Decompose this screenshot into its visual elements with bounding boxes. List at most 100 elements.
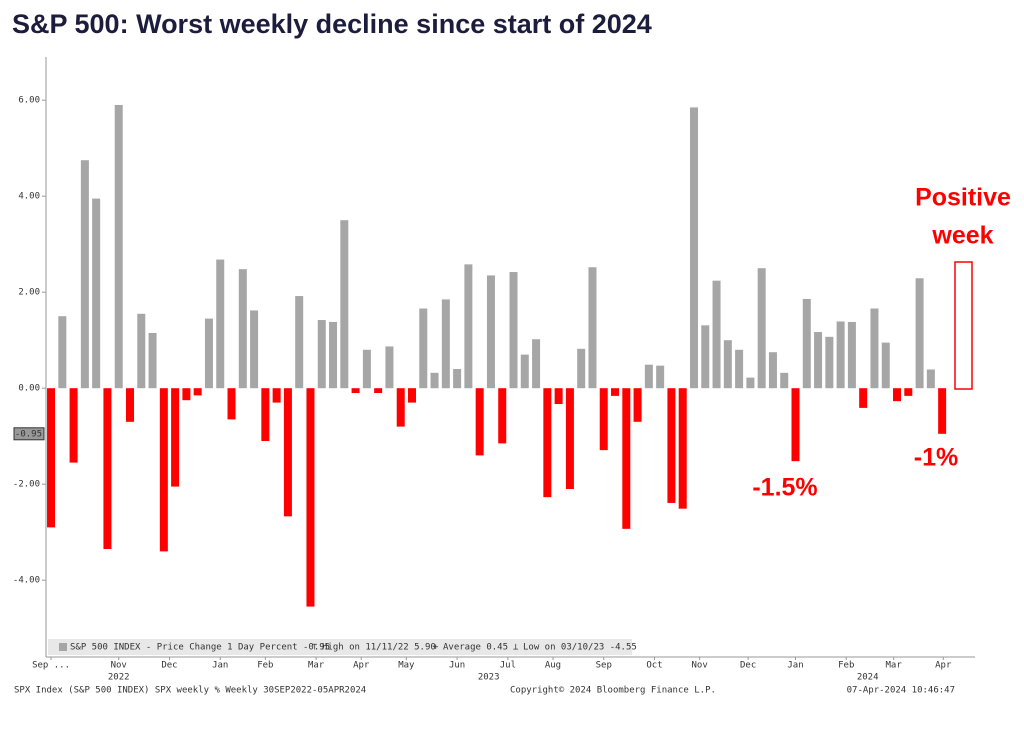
x-tick-label: Nov [111,661,127,671]
x-tick-label: Jul [500,661,516,671]
bar [915,278,924,389]
bar [791,388,800,462]
bar [498,388,507,444]
annotation: -1.5% [752,474,817,502]
x-tick-label: Nov [691,661,707,671]
x-tick-label: Jan [787,661,803,671]
bar [58,316,67,389]
bar [250,310,259,389]
bar [520,354,529,389]
bar [543,388,552,498]
bar [283,388,292,517]
bar [622,388,631,529]
bar [656,365,665,389]
bar [171,388,180,487]
last-value-label: -0.95 [15,429,42,439]
bar [577,348,586,389]
bar [926,369,935,389]
bar [47,388,56,528]
bar [938,388,947,434]
year-label: 2022 [108,673,130,683]
bar [599,388,608,451]
legend-symbol: + [433,643,439,653]
x-tick-label: Jan [212,661,228,671]
legend-entry: High on 11/11/22 5.90 [322,643,436,653]
bar [103,388,112,549]
legend-entry: S&P 500 INDEX - Price Change 1 Day Perce… [70,643,330,653]
last-value-box [13,427,45,441]
bar [768,352,777,389]
bar [893,388,902,402]
bar [204,318,213,389]
y-tick-label: -2.00 [13,480,40,490]
legend-entry: Low on 03/10/23 -4.55 [523,643,637,653]
bar [295,296,304,389]
x-tick-label: Apr [935,661,952,671]
bar [554,388,563,405]
bar [69,388,78,463]
bar [182,388,191,401]
bar [137,313,146,389]
annotation: Positive [915,184,1011,212]
bar [532,339,541,389]
year-label: 2023 [478,673,500,683]
bar [689,107,698,389]
bar [261,388,270,441]
bar [667,388,676,503]
bar [814,332,823,389]
bar [317,320,326,389]
bar [148,333,157,389]
bar [904,388,913,396]
bar [216,259,225,389]
bar [238,269,247,389]
x-tick-label: Feb [838,661,854,671]
bar [735,349,744,389]
bar [565,388,574,489]
bar [644,364,653,389]
bar [114,105,123,389]
bar [486,275,495,389]
x-tick-label: Dec [161,661,177,671]
bar [351,388,360,393]
bar [509,272,518,389]
bar [362,349,371,389]
x-tick-label: Mar [308,661,325,671]
bar [746,377,755,389]
bar [227,388,236,420]
bar [475,388,484,456]
footer: 07-Apr-2024 10:46:47 [847,686,955,696]
bar [272,388,281,403]
bar [859,388,868,408]
legend-entry: Average 0.45 [443,643,508,653]
y-tick-label: 6.00 [18,96,40,106]
bar [159,388,168,552]
legend-symbol: ⊥ [513,643,519,653]
y-tick-label: -4.00 [13,576,40,586]
bar [125,388,134,422]
bar [633,388,642,422]
bar [306,388,315,607]
x-tick-label: Jun [449,661,465,671]
x-tick-label: Apr [353,661,370,671]
bar [712,280,721,389]
bar [701,325,710,389]
bar [329,321,338,389]
bar [193,388,202,396]
y-tick-label: 4.00 [18,192,40,202]
bar [441,299,450,389]
bar [825,336,834,389]
bar [464,264,473,389]
bar [678,388,687,509]
bar [847,321,856,389]
bar [374,388,383,393]
bar [453,369,462,389]
x-tick-label: Feb [257,661,273,671]
x-tick-label: Mar [886,661,903,671]
legend-symbol: ⊤ [312,643,318,653]
annotation: -1% [914,444,958,472]
bar [340,220,349,389]
bar [611,388,620,396]
legend-box [48,639,632,655]
bar [723,340,732,389]
year-label: 2024 [857,673,879,683]
